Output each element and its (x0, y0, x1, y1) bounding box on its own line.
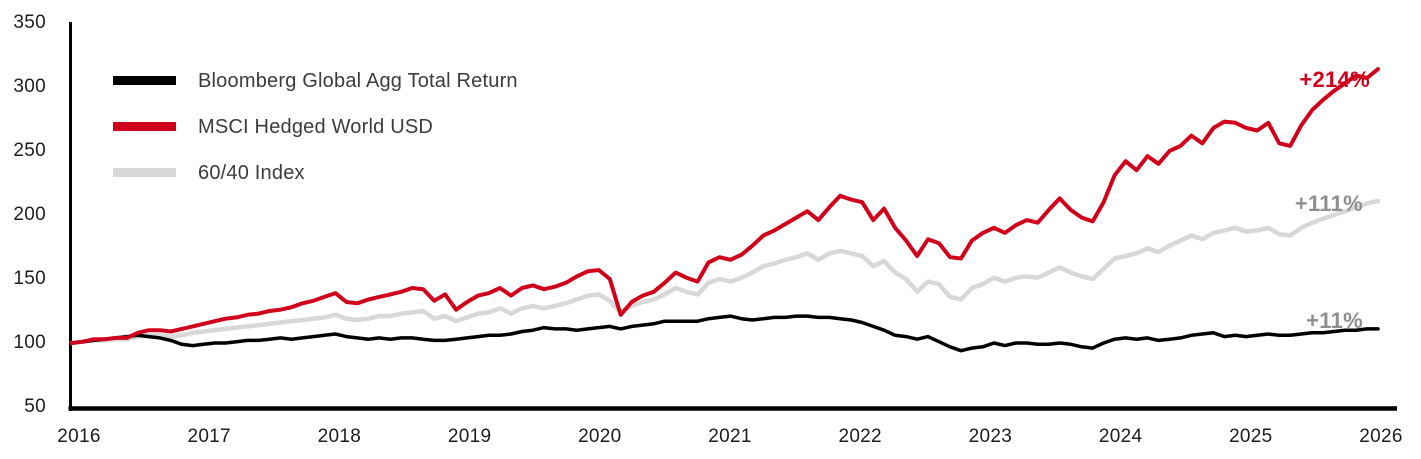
y-axis-tick-label: 350 (13, 12, 46, 33)
polyline-1 (70, 67, 1380, 345)
x-axis-tick-label: 2021 (708, 426, 752, 447)
y-axis-tick-label: 50 (24, 396, 46, 417)
legend-swatch-msci-hedged-world (113, 122, 176, 131)
legend-swatch-60-40-index (113, 168, 176, 177)
y-axis-tick-label: 250 (13, 140, 46, 161)
y-axis-tick-label: 100 (13, 332, 46, 353)
x-axis-tick-label: 2024 (1098, 426, 1143, 447)
x-axis-tick-label: 2016 (57, 426, 101, 447)
x-axis-tick-label: 2017 (187, 426, 231, 447)
x-axis-tick-label: 2020 (578, 426, 622, 447)
legend-label-msci-hedged-world: MSCI Hedged World USD (198, 116, 434, 138)
series-line-60-40-index (69, 198, 1381, 346)
annotation-60-40-index-return: +111% (1295, 191, 1363, 216)
series-line-msci-hedged-world (70, 67, 1380, 345)
x-axis-tick-label: 2025 (1229, 426, 1273, 447)
polyline-2 (69, 198, 1381, 346)
annotation-msci-hedged-world-return: +214% (1299, 67, 1370, 92)
polyline-0 (70, 314, 1380, 353)
x-axis-tick-label: 2022 (838, 426, 882, 447)
y-axis-tick-label: 300 (13, 76, 46, 97)
x-axis-tick-label: 2026 (1359, 426, 1403, 447)
x-axis-tick-label: 2023 (968, 426, 1013, 447)
y-axis-tick-label: 200 (13, 204, 46, 225)
x-axis-tick-label: 2019 (447, 426, 492, 447)
series-line-bloomberg-global-agg (70, 314, 1380, 353)
legend-label-bloomberg-global-agg: Bloomberg Global Agg Total Return (198, 70, 518, 92)
y-axis-tick-label: 150 (13, 268, 46, 289)
x-axis-tick-label: 2018 (317, 426, 362, 447)
legend-swatch-bloomberg-global-agg (113, 76, 176, 85)
y-axis-tick-labels: 350 300 250 200 150 100 50 (0, 0, 46, 459)
legend-label-60-40-index: 60/40 Index (198, 162, 305, 184)
